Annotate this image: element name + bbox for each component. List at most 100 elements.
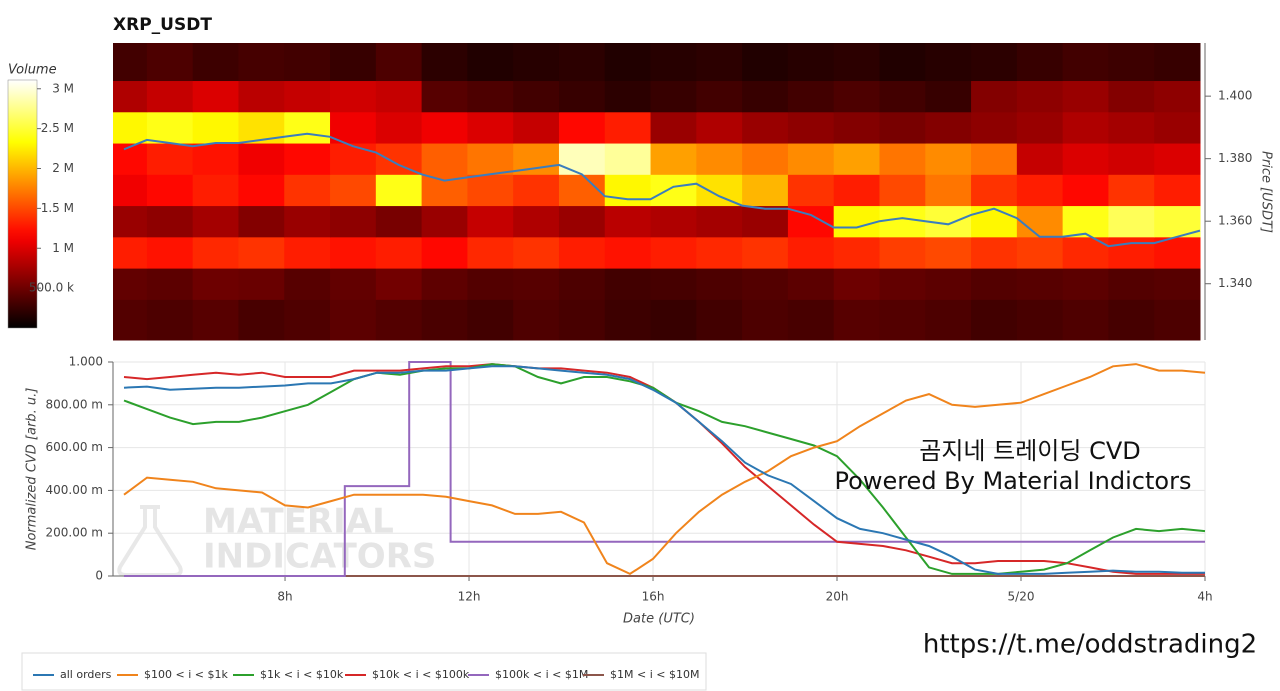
heatmap-cell <box>742 205 789 238</box>
heatmap-cell <box>833 268 880 300</box>
heatmap-cell <box>1062 111 1109 144</box>
heatmap-cell <box>467 111 514 144</box>
legend-label: $10k < i < $100k <box>372 668 470 681</box>
heatmap-cell <box>925 299 972 341</box>
heatmap-cell <box>421 299 468 341</box>
heatmap-cell <box>1062 299 1109 341</box>
heatmap-cell <box>1016 111 1064 144</box>
heatmap-cell <box>238 236 285 269</box>
heatmap-cell <box>1154 43 1201 82</box>
heatmap-cell <box>925 143 972 175</box>
heatmap-cell <box>330 236 377 269</box>
annotation: 곰지네 트레이딩 CVD <box>919 437 1140 465</box>
colorbar-tick-label: 2.5 M <box>41 121 74 135</box>
heatmap-cell <box>696 174 743 207</box>
y-tick-label: 1.400 <box>1218 89 1252 103</box>
x-axis-label: Date (UTC) <box>623 612 695 627</box>
heatmap-cell <box>421 236 468 269</box>
heatmap-cell <box>833 299 880 341</box>
heatmap-cell <box>238 299 285 341</box>
colorbar-tick-label: 2 M <box>52 161 74 175</box>
heatmap-cell <box>330 111 377 144</box>
heatmap-cell <box>113 174 148 207</box>
heatmap-cell <box>467 143 514 175</box>
colorbar-tick-label: 500.0 k <box>29 281 74 295</box>
heatmap-cell <box>113 268 148 300</box>
heatmap-cell <box>113 43 148 82</box>
y-tick-label: 1.360 <box>1218 214 1252 228</box>
heatmap-cell <box>375 80 423 113</box>
series-line <box>123 363 1206 576</box>
heatmap-cell <box>192 43 239 82</box>
heatmap-cell <box>558 143 606 175</box>
heatmap-cell <box>238 205 285 238</box>
y-tick-label: 1.380 <box>1218 151 1252 165</box>
heatmap-cell <box>113 111 148 144</box>
heatmap-cell <box>742 174 789 207</box>
heatmap-cell <box>238 268 285 300</box>
heatmap-cell <box>1154 143 1201 175</box>
heatmap-cell <box>879 299 926 341</box>
heatmap-cell <box>833 174 880 207</box>
heatmap-cell <box>696 205 743 238</box>
heatmap-cell <box>833 80 880 113</box>
heatmap-cell <box>925 236 972 269</box>
x-tick-label: 5/20 <box>1008 590 1035 604</box>
colorbar <box>7 79 38 329</box>
heatmap-cell <box>604 80 652 113</box>
heatmap-cell <box>330 268 377 300</box>
y-tick-label: 0 <box>95 569 103 583</box>
heatmap-cell <box>1154 174 1201 207</box>
y-tick-label: 800.00 m <box>46 397 104 411</box>
y-tick-label: 1.000 <box>69 355 103 369</box>
watermark: MATERIAL INDICATORS <box>117 502 436 577</box>
heatmap-cell <box>146 236 194 269</box>
heatmap-cell <box>604 205 652 238</box>
heatmap-cell <box>1016 205 1064 238</box>
y-axis-label: Normalized CVD [arb. u.] <box>25 388 40 551</box>
y-tick-label: 200.00 m <box>46 526 104 540</box>
heatmap-cell <box>696 299 743 341</box>
heatmap-cell <box>113 80 148 113</box>
heatmap-cell <box>375 174 423 207</box>
heatmap-cell <box>604 268 652 300</box>
heatmap-cell <box>238 43 285 82</box>
heatmap-cell <box>879 80 926 113</box>
heatmap-cell <box>146 111 194 144</box>
heatmap-cell <box>146 268 194 300</box>
heatmap-cell <box>879 43 926 82</box>
heatmap-cell <box>604 43 652 82</box>
heatmap-cell <box>696 143 743 175</box>
heatmap-cell <box>513 43 560 82</box>
heatmap-cell <box>146 143 194 175</box>
heatmap-cell <box>558 80 606 113</box>
y-axis-label: Price [USDT] <box>1259 151 1274 233</box>
heatmap-cell <box>1062 268 1109 300</box>
heatmap-cell <box>330 80 377 113</box>
heatmap-cell <box>742 80 789 113</box>
heatmap-cell <box>421 143 468 175</box>
heatmap-cell <box>1016 80 1064 113</box>
heatmap-cell <box>971 143 1018 175</box>
heatmap-cell <box>787 299 835 341</box>
heatmap-cell <box>1016 236 1064 269</box>
heatmap-cell <box>238 111 285 144</box>
heatmap-cell <box>513 111 560 144</box>
heatmap-cell <box>742 268 789 300</box>
colorbar-tick-label: 1 M <box>52 241 74 255</box>
heatmap-cell <box>284 80 331 113</box>
heatmap-cell <box>284 236 331 269</box>
watermark-text: MATERIAL <box>203 502 394 542</box>
heatmap-cell <box>113 205 148 238</box>
heatmap-cell <box>513 205 560 238</box>
heatmap-cell <box>971 205 1018 238</box>
heatmap-cell <box>330 143 377 175</box>
watermark-icon <box>117 505 183 577</box>
heatmap-cell <box>558 236 606 269</box>
link-text: https://t.me/oddstrading2 <box>923 630 1257 660</box>
heatmap-cell <box>742 143 789 175</box>
heatmap-cell <box>192 143 239 175</box>
heatmap-cell <box>113 143 148 175</box>
heatmap-cell <box>1016 43 1064 82</box>
heatmap-cell <box>1154 268 1201 300</box>
